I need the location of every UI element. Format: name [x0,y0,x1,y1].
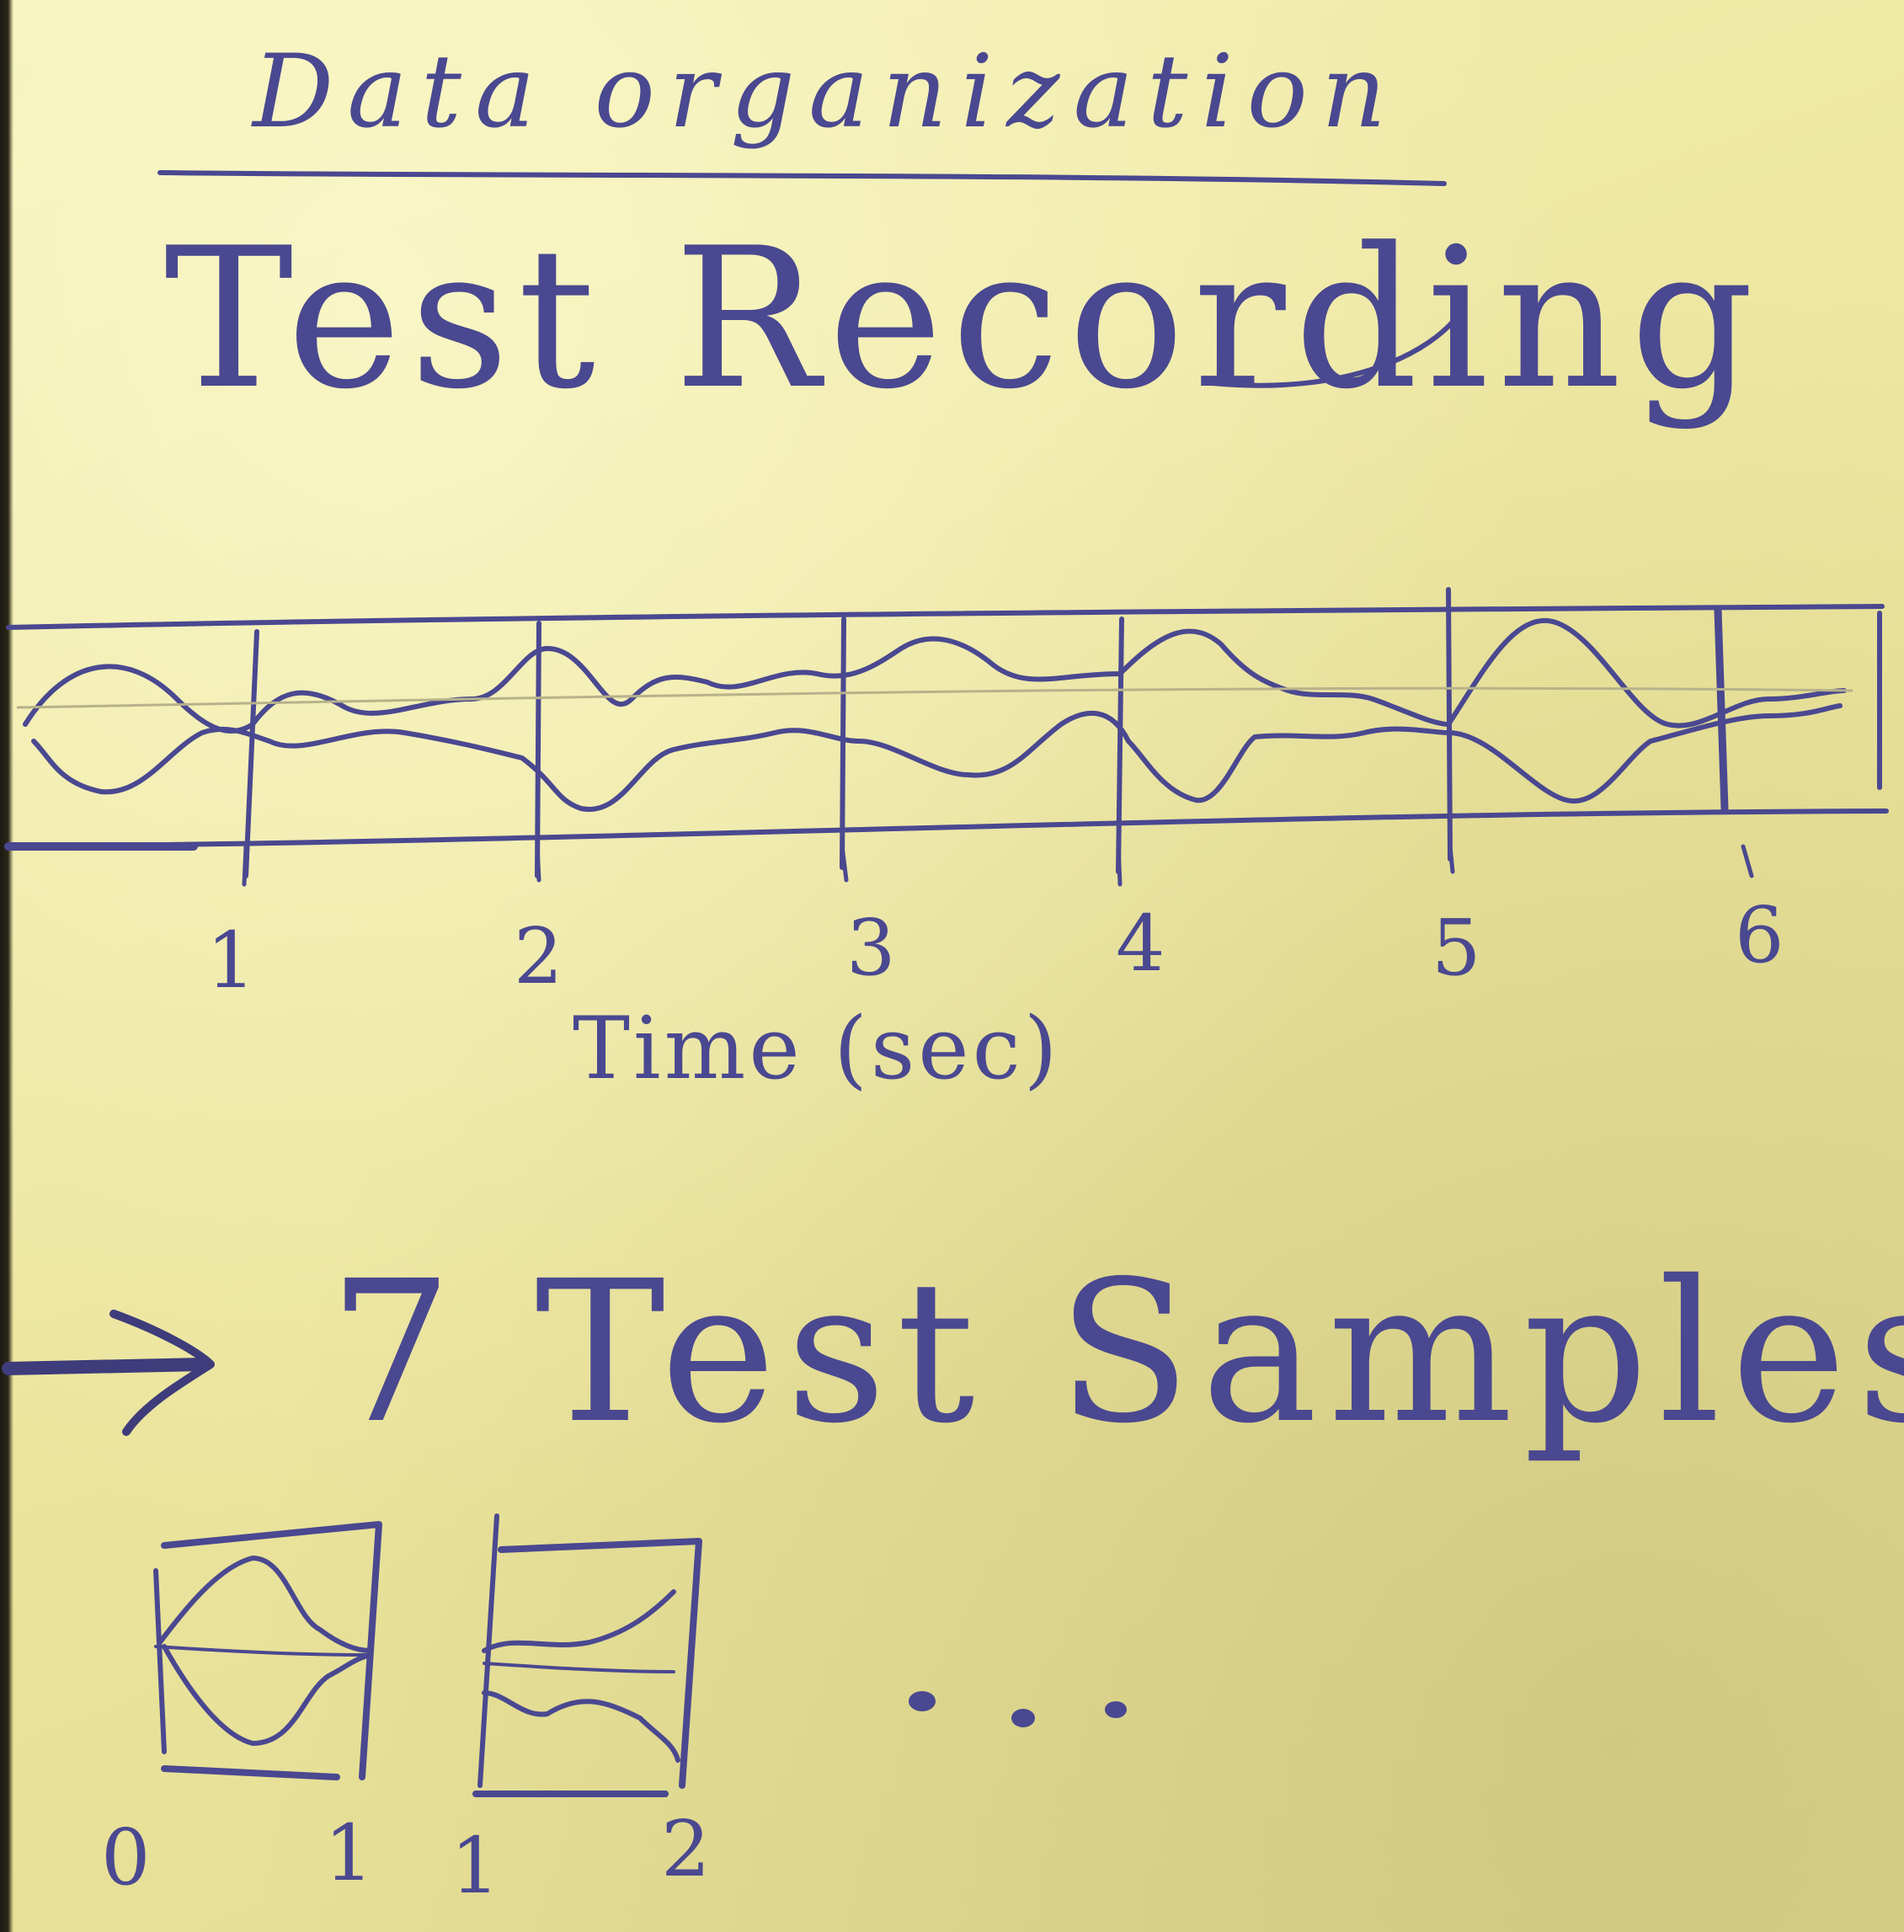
recording-strip-top [6,604,1885,630]
sample-1-end: 2 [661,1804,711,1894]
signal-trace-upper [23,618,1847,734]
desk-edge [0,0,13,1932]
time-tick-3: 3 [846,903,896,993]
note-heading: Test Recording [164,207,1763,432]
arrow-head [109,1310,215,1436]
sample-box-0 [153,1521,382,1780]
divider-6 [1714,606,1729,813]
heading-swash [1210,309,1464,388]
note-title: Data organization [253,34,1400,151]
sample-box-1 [472,1513,702,1797]
time-axis-label: Time (sec) [573,999,1061,1099]
title-underline [157,170,1447,186]
tick-mark-1 [242,844,248,887]
sample-0-end: 1 [324,1808,374,1898]
tick-mark-5 [1448,844,1455,874]
sample-0-start: 0 [101,1812,151,1903]
divider-3 [840,616,846,870]
time-tick-2: 2 [514,911,563,1001]
ellipsis-text: ... [905,1651,994,1743]
ellipsis-dots [909,1691,1127,1727]
tick-mark-6 [1741,844,1754,878]
sample-1-start: 1 [451,1821,500,1911]
divider-1 [243,629,259,878]
divider-4 [1116,616,1124,874]
tick-mark-2 [535,844,541,883]
pencil-baseline [16,686,1853,709]
tick-mark-4 [1116,844,1123,887]
time-tick-6: 6 [1735,890,1784,980]
time-tick-1: 1 [206,915,256,1006]
arrow-shaft [2,1358,209,1375]
divider-2 [535,621,541,878]
time-tick-5: 5 [1432,903,1481,993]
tick-mark-3 [840,844,849,883]
signal-trace-lower [31,703,1843,812]
time-tick-4: 4 [1116,899,1165,989]
test-samples-label: 7 Test Samples [328,1239,1904,1466]
recording-strip-bottom [6,809,1889,849]
